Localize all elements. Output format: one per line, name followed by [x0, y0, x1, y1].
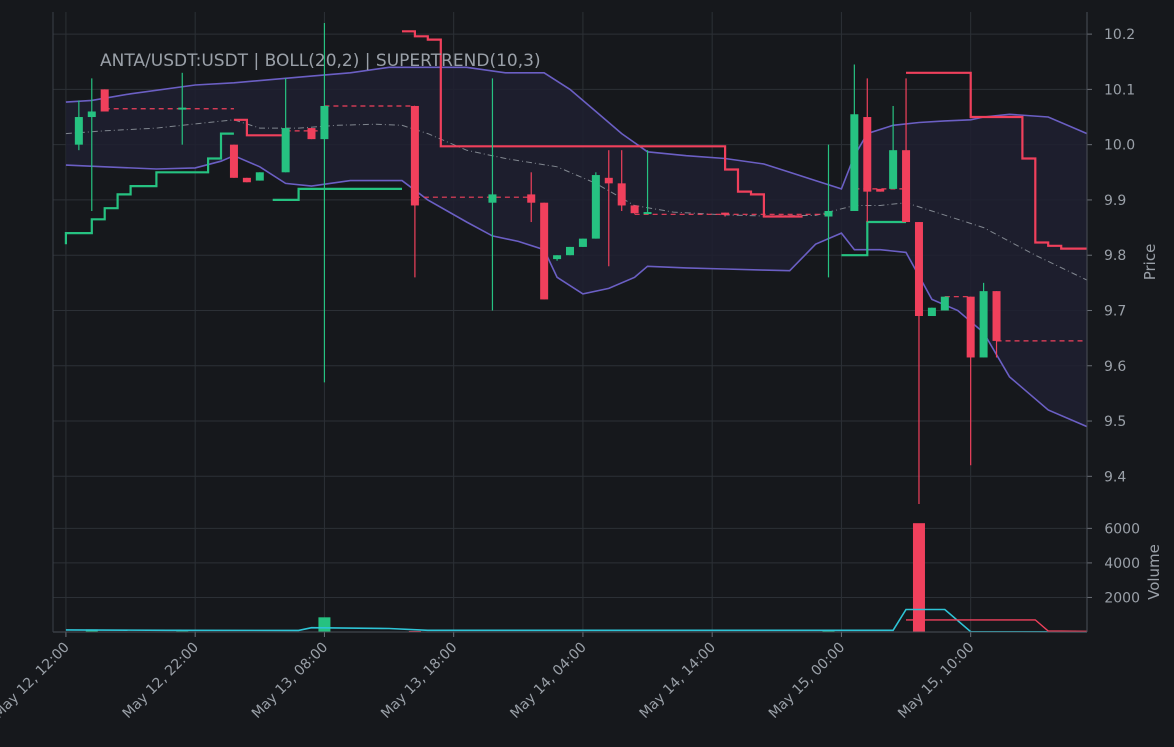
candle-body	[889, 150, 898, 189]
bollinger-bands	[65, 66, 1088, 428]
bollinger-lower-line	[65, 154, 1088, 428]
candle-body	[178, 107, 187, 110]
time-tick-label: May 13, 08:00	[249, 640, 331, 722]
candle-body	[74, 117, 83, 145]
supertrend-down-line	[233, 118, 286, 137]
candle-body	[410, 105, 419, 206]
candle-body	[721, 212, 730, 215]
candle-body	[940, 296, 949, 311]
candle-body	[87, 111, 96, 118]
volume-panel	[65, 523, 1088, 633]
price-tick-label: 9.5	[1104, 414, 1126, 430]
supertrend-down-line	[906, 71, 1087, 250]
volume-bar	[822, 630, 835, 632]
candle-body	[320, 105, 329, 140]
price-tick-label: 10.1	[1104, 82, 1135, 98]
candles	[74, 23, 1001, 504]
candle-body	[824, 210, 833, 217]
volume-tick-label: 2000	[1104, 590, 1140, 606]
candle-body	[540, 202, 549, 300]
candle-body	[630, 205, 639, 214]
candle-body	[902, 150, 911, 223]
volume-ma2-line	[906, 619, 1088, 632]
candle-body	[979, 291, 988, 358]
supertrend-up-line	[272, 187, 402, 201]
chart-title: ANTA/USDT:USDT | BOLL(20,2) | SUPERTREND…	[100, 51, 541, 71]
time-tick-label: May 12, 22:00	[120, 640, 202, 722]
time-tick-label: May 14, 14:00	[637, 640, 719, 722]
candle-body	[604, 177, 613, 184]
supertrend-up-line	[64, 132, 234, 245]
time-tick-label: May 15, 00:00	[766, 640, 848, 722]
candle-body	[255, 172, 264, 181]
candle-body	[927, 307, 936, 317]
candle-body	[914, 222, 923, 317]
price-tick-label: 9.6	[1104, 359, 1126, 375]
candle-body	[307, 128, 316, 140]
price-axis-label: Price	[1141, 244, 1159, 281]
supertrend-lines	[64, 30, 1087, 257]
supertrend-up-line	[841, 220, 906, 257]
candle-body	[863, 117, 872, 192]
time-tick-label: May 15, 10:00	[895, 640, 977, 722]
bollinger-mid-line	[65, 119, 1088, 281]
candle-body	[281, 128, 290, 173]
candle-body	[566, 246, 574, 256]
candle-body	[643, 212, 652, 215]
candle-body	[242, 177, 251, 183]
price-tick-label: 9.7	[1104, 303, 1126, 319]
candle-body	[553, 255, 562, 260]
level-dashes	[104, 105, 1087, 342]
time-tick-label: May 12, 12:00	[0, 640, 73, 722]
time-tick-label: May 14, 04:00	[507, 640, 589, 722]
volume-tick-label: 4000	[1104, 556, 1140, 572]
price-tick-label: 9.8	[1104, 248, 1126, 264]
candle-body	[488, 194, 497, 203]
volume-axis-label: Volume	[1145, 544, 1163, 600]
volume-ma-line	[65, 608, 1088, 633]
price-tick-label: 9.4	[1104, 469, 1126, 485]
candle-body	[100, 89, 109, 112]
candle-body	[229, 144, 238, 178]
price-tick-label: 9.9	[1104, 193, 1126, 209]
volume-tick-label: 6000	[1104, 521, 1140, 537]
price-tick-label: 10.2	[1104, 27, 1135, 43]
candle-body	[527, 194, 536, 203]
candle-body	[850, 114, 859, 211]
volume-bar	[318, 617, 331, 632]
volume-bar	[408, 630, 421, 632]
candle-body	[966, 296, 975, 358]
price-tick-label: 10.0	[1104, 138, 1135, 154]
volume-bar	[912, 523, 925, 632]
candle-body	[617, 183, 626, 206]
candle-body	[591, 175, 600, 239]
time-tick-label: May 13, 18:00	[378, 640, 460, 722]
candle-body	[578, 238, 587, 247]
bollinger-fill	[65, 67, 1087, 427]
candle-body	[876, 188, 885, 192]
candle-body	[992, 291, 1001, 341]
supertrend-down-line	[402, 30, 803, 218]
